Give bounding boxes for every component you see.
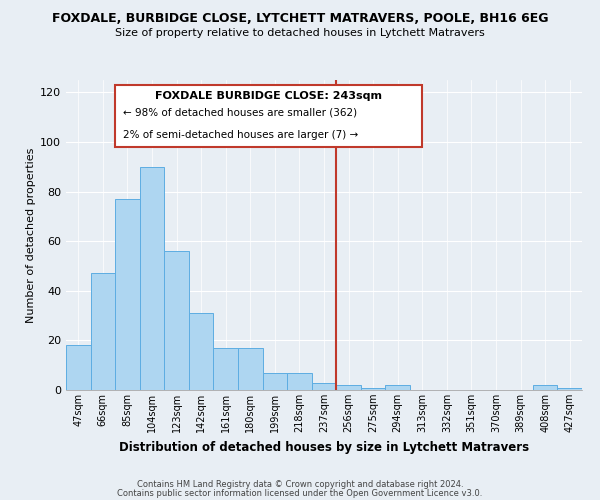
- Bar: [238, 348, 263, 390]
- Text: 2% of semi-detached houses are larger (7) →: 2% of semi-detached houses are larger (7…: [122, 130, 358, 140]
- Text: Size of property relative to detached houses in Lytchett Matravers: Size of property relative to detached ho…: [115, 28, 485, 38]
- Bar: [287, 372, 312, 390]
- Y-axis label: Number of detached properties: Number of detached properties: [26, 148, 36, 322]
- FancyBboxPatch shape: [115, 85, 422, 147]
- Bar: [263, 372, 287, 390]
- Bar: [214, 348, 238, 390]
- Bar: [533, 385, 557, 390]
- Bar: [312, 382, 336, 390]
- Text: FOXDALE, BURBIDGE CLOSE, LYTCHETT MATRAVERS, POOLE, BH16 6EG: FOXDALE, BURBIDGE CLOSE, LYTCHETT MATRAV…: [52, 12, 548, 26]
- Bar: [115, 199, 140, 390]
- Bar: [66, 346, 91, 390]
- Text: FOXDALE BURBIDGE CLOSE: 243sqm: FOXDALE BURBIDGE CLOSE: 243sqm: [155, 91, 382, 101]
- Text: Contains HM Land Registry data © Crown copyright and database right 2024.: Contains HM Land Registry data © Crown c…: [137, 480, 463, 489]
- Bar: [336, 385, 361, 390]
- Text: ← 98% of detached houses are smaller (362): ← 98% of detached houses are smaller (36…: [122, 108, 356, 118]
- Text: Contains public sector information licensed under the Open Government Licence v3: Contains public sector information licen…: [118, 488, 482, 498]
- Bar: [91, 274, 115, 390]
- Bar: [361, 388, 385, 390]
- Bar: [164, 251, 189, 390]
- Bar: [557, 388, 582, 390]
- Bar: [385, 385, 410, 390]
- X-axis label: Distribution of detached houses by size in Lytchett Matravers: Distribution of detached houses by size …: [119, 440, 529, 454]
- Bar: [140, 167, 164, 390]
- Bar: [189, 313, 214, 390]
